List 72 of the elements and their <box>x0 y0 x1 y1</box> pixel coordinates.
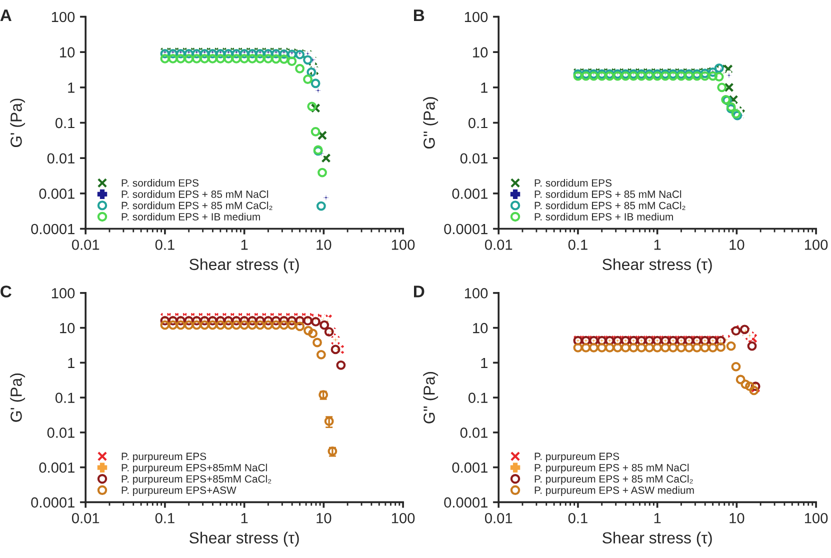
y-tick-label: 1 <box>481 358 488 368</box>
x-axis-title: Shear stress (τ) <box>602 258 712 274</box>
chart-title: C <box>0 286 12 298</box>
x-tick-label: 100 <box>804 240 828 250</box>
x-tick-label: 1 <box>654 240 661 250</box>
y-tick-label: 10 <box>473 47 488 58</box>
y-tick-label: 1 <box>68 358 74 368</box>
y-axis-title: G' (Pa) <box>10 98 26 147</box>
x-tick-label: 10 <box>316 513 332 524</box>
x-axis-title: Shear stress (τ) <box>602 532 712 547</box>
legend-label: P. sordidum EPS + IB medium <box>122 212 260 220</box>
legend-label: P. purpureum EPS + 85 mM CaCl₂ <box>534 474 693 485</box>
y-axis-title: G' (Pa) <box>10 374 26 422</box>
y-tick-label: 0.001 <box>39 462 74 473</box>
legend-label: P. purpureum EPS+ASW <box>122 486 236 496</box>
y-tick-label: 0.1 <box>55 392 74 404</box>
y-axis-title: G'' (Pa) <box>423 97 438 149</box>
y-tick-label: 0.001 <box>452 462 488 473</box>
y-tick-label: 0.0001 <box>31 224 74 234</box>
x-tick-label: 0.1 <box>568 240 588 250</box>
y-tick-label: 10 <box>473 322 488 334</box>
chart-title: A <box>0 10 12 22</box>
y-tick-label: 0.01 <box>47 428 74 438</box>
y-tick-label: 0.01 <box>460 153 488 164</box>
x-tick-label: 100 <box>392 240 415 250</box>
y-axis-title: G'' (Pa) <box>423 372 438 424</box>
chart-title: B <box>414 10 424 22</box>
y-tick-label: 0.001 <box>452 188 488 199</box>
y-tick-label: 1 <box>481 82 488 93</box>
y-tick-label: 0.0001 <box>31 497 74 508</box>
legend-label: P. purpureum EPS <box>122 452 206 462</box>
legend-label: P. sordidum EPS + 85 mM CaCl₂ <box>122 202 272 210</box>
x-axis-title: Shear stress (τ) <box>190 532 299 547</box>
x-tick-label: 10 <box>730 240 744 250</box>
legend-label: P. purpureum EPS+85mM NaCl <box>122 464 267 474</box>
y-tick-label: 0.1 <box>468 118 488 128</box>
x-tick-label: 100 <box>392 513 415 524</box>
y-tick-label: 0.1 <box>55 118 74 128</box>
x-tick-label: 10 <box>316 240 332 250</box>
legend-label: P. purpureum EPS + 85 mM NaCl <box>534 464 689 474</box>
x-axis-title: Shear stress (τ) <box>190 258 299 274</box>
legend-label: P. sordidum EPS + 85 mM NaCl <box>122 190 268 198</box>
legend-label: P. sordidum EPS <box>122 179 199 187</box>
x-tick-label: 10 <box>730 513 744 524</box>
legend-label: P. purpureum EPS+85mM CaCl₂ <box>122 474 272 485</box>
chart-title: D <box>414 286 424 298</box>
legend-label: P. purpureum EPS <box>534 452 620 462</box>
x-tick-label: 0.1 <box>155 513 174 524</box>
legend-label: P. sordidum EPS + 85 mM CaCl₂ <box>534 202 686 210</box>
y-tick-label: 0.0001 <box>444 224 488 234</box>
y-tick-label: 0.01 <box>460 428 488 438</box>
y-tick-label: 0.1 <box>468 392 488 404</box>
y-tick-label: 10 <box>60 322 75 334</box>
y-tick-label: 1 <box>68 82 74 93</box>
y-tick-label: 10 <box>60 47 75 58</box>
x-tick-label: 0.1 <box>155 240 174 250</box>
x-tick-label: 1 <box>241 513 248 524</box>
legend-label: P. sordidum EPS + IB medium <box>534 212 673 220</box>
x-tick-label: 1 <box>654 513 661 524</box>
y-tick-label: 0.0001 <box>444 497 488 508</box>
legend-label: P. sordidum EPS <box>534 179 612 187</box>
y-tick-label: 0.001 <box>39 188 74 199</box>
y-tick-label: 100 <box>464 288 488 298</box>
x-tick-label: 0.1 <box>568 513 588 524</box>
y-tick-label: 100 <box>52 12 75 22</box>
y-tick-label: 100 <box>52 288 75 298</box>
legend-label: P. purpureum EPS + ASW medium <box>534 486 694 496</box>
y-tick-label: 100 <box>464 12 488 22</box>
y-tick-label: 0.01 <box>47 153 74 164</box>
x-tick-label: 100 <box>804 513 828 524</box>
legend-label: P. sordidum EPS + 85 mM NaCl <box>534 190 682 198</box>
x-tick-label: 1 <box>241 240 248 250</box>
